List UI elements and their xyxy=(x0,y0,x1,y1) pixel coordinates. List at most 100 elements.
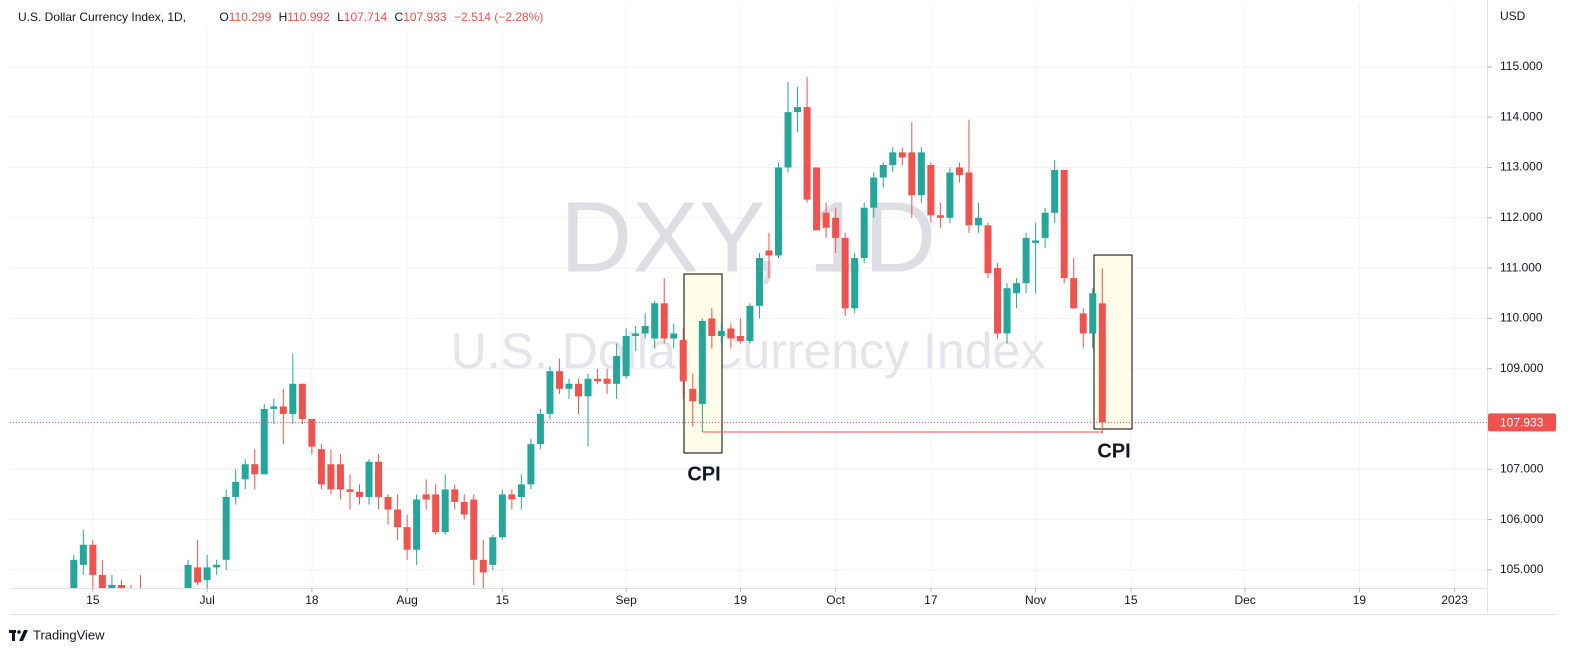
y-tick-label: 113.000 xyxy=(1500,160,1543,174)
candle-body xyxy=(679,340,687,382)
candle-body xyxy=(908,152,916,196)
candle-body xyxy=(1070,278,1078,309)
candle-body xyxy=(1003,288,1011,334)
x-tick-label: 17 xyxy=(924,593,938,607)
last-price-tag xyxy=(1488,413,1556,432)
candle-body xyxy=(555,371,563,389)
candle-body xyxy=(1013,283,1021,294)
candle-body xyxy=(841,237,849,309)
candle-body xyxy=(527,444,535,485)
legend-title: U.S. Dollar Currency Index, 1D, xyxy=(18,10,186,24)
candle-body xyxy=(708,318,716,336)
candle-body xyxy=(336,464,344,490)
x-tick-label: 18 xyxy=(305,593,319,607)
candle-body xyxy=(622,335,630,377)
candle-body xyxy=(203,567,211,580)
candle-body xyxy=(784,112,792,168)
candle-body xyxy=(1089,293,1097,334)
legend-value: 107.933 xyxy=(403,10,447,24)
candle-body xyxy=(517,484,525,497)
currency-label: USD xyxy=(1500,9,1526,23)
candle-body xyxy=(536,413,544,445)
candle-body xyxy=(594,378,602,382)
legend: U.S. Dollar Currency Index, 1D, O110.299… xyxy=(18,10,543,24)
candle-body xyxy=(860,207,868,259)
candle-body xyxy=(641,325,649,334)
candle-body xyxy=(422,494,430,500)
candle-body xyxy=(879,164,887,178)
candle-body xyxy=(317,449,325,485)
y-tick-label: 107.000 xyxy=(1500,461,1544,475)
candle-body xyxy=(1051,169,1059,213)
candle-body xyxy=(774,167,782,256)
candle-body xyxy=(689,388,697,402)
candle-body xyxy=(470,499,478,560)
candle-body xyxy=(508,494,516,500)
y-tick-label: 115.000 xyxy=(1500,59,1543,73)
candle-body xyxy=(413,499,421,550)
candle-body xyxy=(917,152,925,196)
candle-body xyxy=(213,564,221,568)
candle-body xyxy=(632,333,640,336)
candle-body xyxy=(365,461,373,497)
y-tick-label: 111.000 xyxy=(1500,260,1542,274)
candle-body xyxy=(460,501,468,515)
candle-body xyxy=(803,107,811,200)
y-tick-label: 105.000 xyxy=(1500,562,1544,576)
annotation: CPI xyxy=(687,463,720,485)
logo xyxy=(9,630,28,641)
y-tick-label: 114.000 xyxy=(1500,109,1543,123)
candle-body xyxy=(89,544,97,575)
candle-body xyxy=(889,152,897,165)
candle-body xyxy=(974,217,982,226)
candle-body xyxy=(851,258,859,309)
candle-body xyxy=(794,107,802,113)
candle-body xyxy=(670,333,678,339)
x-tick-label: Dec xyxy=(1234,593,1255,607)
candle-body xyxy=(98,574,106,588)
candle-body xyxy=(279,406,287,414)
candle-body xyxy=(498,494,506,538)
candle-body xyxy=(832,217,840,238)
x-tick-label: Jul xyxy=(199,593,214,607)
x-tick-label: 15 xyxy=(86,593,100,607)
candle-body xyxy=(822,212,830,228)
candle-body xyxy=(984,225,992,274)
candle-body xyxy=(260,408,268,475)
legend-bg xyxy=(10,6,580,28)
candle-body xyxy=(1032,240,1040,243)
y-tick-label: 110.000 xyxy=(1500,311,1543,325)
x-tick-label: 15 xyxy=(496,593,510,607)
x-tick-label: 15 xyxy=(1124,593,1138,607)
candle-body xyxy=(1098,303,1106,423)
candle-body xyxy=(489,537,497,565)
candle-body xyxy=(813,167,821,231)
legend-label: H xyxy=(279,10,288,24)
candle-body xyxy=(222,496,230,560)
candle-body xyxy=(1041,212,1049,238)
y-tick-label: 112.000 xyxy=(1500,210,1543,224)
candle-body xyxy=(194,567,202,583)
x-tick-label: 19 xyxy=(1353,593,1367,607)
candle-body xyxy=(384,496,392,510)
candle-body xyxy=(70,559,78,588)
candle-body xyxy=(355,491,363,497)
candle-body xyxy=(546,371,554,414)
candle-body xyxy=(927,164,935,216)
candle-body xyxy=(584,378,592,397)
candle-body xyxy=(994,268,1002,334)
candle-body xyxy=(270,406,278,409)
candle-body xyxy=(251,464,259,475)
candle-body xyxy=(403,527,411,550)
legend-label: L xyxy=(337,10,344,24)
y-tick-label: 106.000 xyxy=(1500,512,1544,526)
candle-body xyxy=(755,258,763,306)
candle-body xyxy=(565,383,573,389)
candle-body xyxy=(946,172,954,218)
footer-brand: TradingView xyxy=(33,627,105,642)
candle-body xyxy=(479,559,487,573)
candle-body xyxy=(375,461,383,497)
candle-body xyxy=(1079,313,1087,334)
